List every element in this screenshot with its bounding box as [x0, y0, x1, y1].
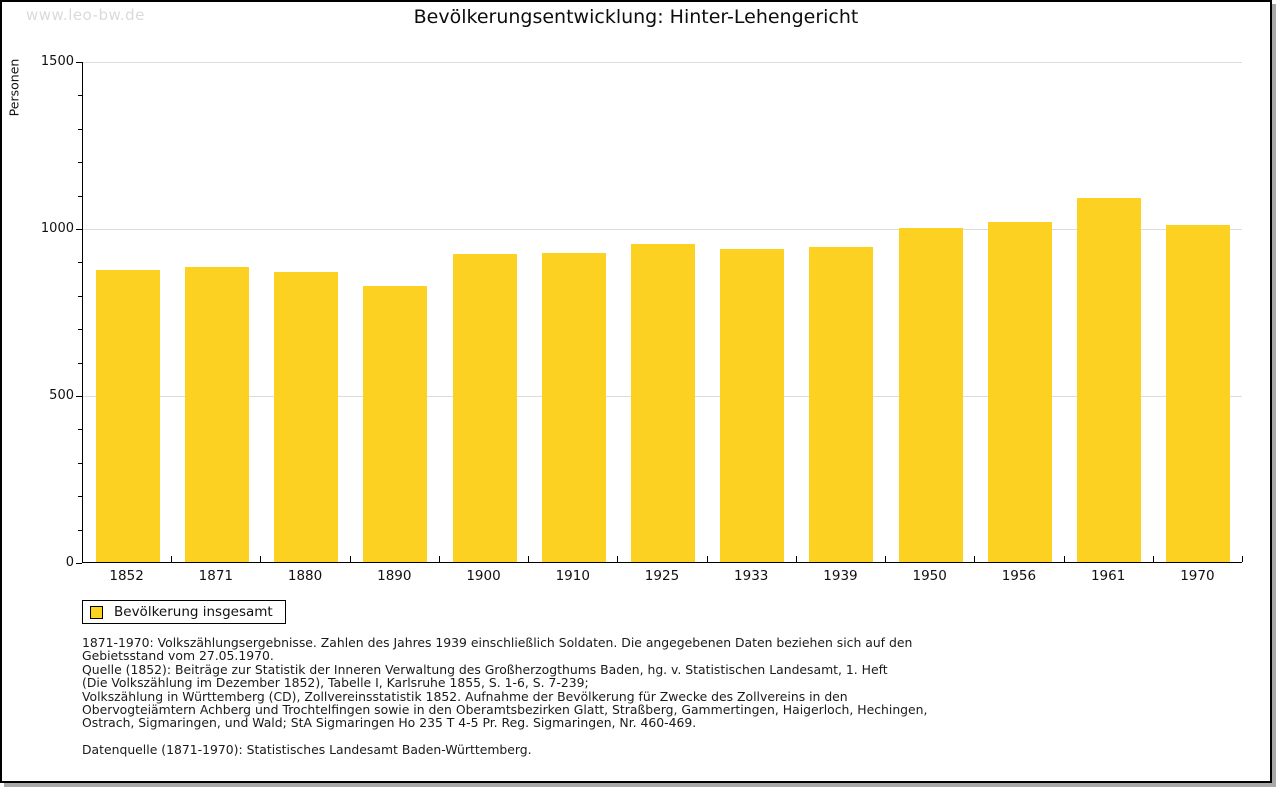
x-boundary-tick	[885, 556, 887, 562]
y-minor-tick	[78, 462, 82, 464]
bar-1933	[720, 248, 785, 562]
bar-1852	[95, 269, 160, 562]
x-tick-label: 1910	[555, 568, 590, 584]
x-boundary-tick	[1242, 556, 1243, 562]
x-boundary-tick	[438, 556, 440, 562]
y-minor-tick	[78, 329, 82, 331]
bar-1871	[184, 266, 249, 562]
x-boundary-tick	[706, 556, 708, 562]
footnote-line: 1871-1970: Volkszählungsergebnisse. Zahl…	[82, 635, 913, 650]
footnote-line: Quelle (1852): Beiträge zur Statistik de…	[82, 661, 888, 677]
x-axis-tick-labels: 1852 1871 1880 1890 1900 1910 1925 1933 1939 1950…	[82, 568, 1242, 586]
x-tick-label: 1925	[644, 568, 680, 584]
x-boundary-tick	[795, 556, 797, 562]
legend-label: Bevölkerung insgesamt	[114, 604, 273, 620]
footnote-line: Volkszählung in Württemberg (CD), Zollve…	[82, 688, 848, 704]
x-tick-label: 1956	[1001, 568, 1037, 584]
y-minor-tick	[78, 496, 82, 498]
y-tick-label: 0	[65, 555, 74, 570]
x-tick-label: 1950	[912, 568, 947, 584]
y-minor-tick	[78, 529, 82, 531]
y-major-tick	[76, 229, 82, 230]
x-tick-label: 1880	[287, 568, 323, 584]
x-tick-label: 1852	[109, 568, 144, 584]
y-tick-label: 1500	[40, 54, 74, 69]
bar-1925	[631, 244, 695, 562]
bar-1961	[1077, 197, 1142, 562]
footnote-line: Obervogteiämtern Achberg und Trochtelfin…	[82, 702, 928, 718]
x-boundary-tick	[1152, 556, 1154, 562]
footnote-line: Gebietsstand vom 27.05.1970.	[82, 648, 274, 664]
x-boundary-tick	[349, 556, 351, 562]
bar-1900	[452, 254, 517, 562]
y-major-tick	[76, 563, 82, 564]
y-tick-label: 1000	[40, 221, 74, 236]
bar-1950	[898, 228, 963, 562]
x-tick-label: 1970	[1180, 568, 1215, 584]
y-minor-tick	[78, 295, 82, 297]
footnote-lines: 1871-1970: Volkszählungsergebnisse. Zahl…	[82, 636, 927, 730]
datasource-line: Datenquelle (1871-1970): Statistisches L…	[82, 741, 532, 757]
watermark: www.leo-bw.de	[26, 6, 145, 24]
x-tick-label: 1890	[377, 568, 412, 584]
y-major-tick	[76, 62, 82, 63]
legend: Bevölkerung insgesamt	[82, 600, 286, 624]
bar-1939	[809, 247, 874, 562]
y-tick-label: 500	[49, 388, 74, 403]
bar-1910	[541, 253, 606, 562]
x-boundary-tick	[1063, 556, 1065, 562]
x-boundary-tick	[171, 556, 173, 562]
y-axis-ticks	[2, 62, 82, 564]
y-minor-tick	[78, 162, 82, 164]
x-boundary-tick	[617, 556, 619, 562]
x-tick-label: 1871	[198, 568, 233, 584]
bar-1890	[363, 286, 428, 562]
x-boundary-tick	[528, 556, 530, 562]
plot-area	[82, 62, 1243, 563]
y-minor-tick	[78, 128, 82, 130]
y-major-tick	[76, 396, 82, 397]
y-minor-tick	[78, 362, 82, 364]
gridline-1000	[83, 229, 1242, 230]
chart-title: Bevölkerungsentwicklung: Hinter-Lehenger…	[413, 6, 859, 28]
y-minor-tick	[78, 262, 82, 264]
bar-1880	[274, 272, 339, 562]
gridline-1500	[83, 62, 1242, 63]
footnote-line: Ostrach, Sigmaringen, und Wald; StA Sigm…	[82, 715, 697, 731]
x-tick-label: 1933	[734, 568, 769, 584]
x-tick-label: 1961	[1090, 568, 1126, 584]
y-minor-tick	[78, 195, 82, 197]
bar-1970	[1166, 224, 1231, 562]
bar-1956	[987, 222, 1052, 562]
legend-swatch-icon	[90, 605, 103, 619]
x-tick-label: 1939	[823, 568, 858, 584]
x-boundary-tick	[974, 556, 976, 562]
y-axis-tick-labels: 0 500 1000 1500	[2, 55, 74, 570]
x-boundary-tick	[260, 556, 262, 562]
footnotes: 1871-1970: Volkszählungsergebnisse. Zahl…	[82, 636, 927, 757]
y-minor-tick	[78, 429, 82, 431]
y-minor-tick	[78, 95, 82, 97]
footnote-line: (Die Volkszählung im Dezember 1852), Tab…	[82, 675, 589, 691]
x-tick-label: 1900	[466, 568, 501, 584]
